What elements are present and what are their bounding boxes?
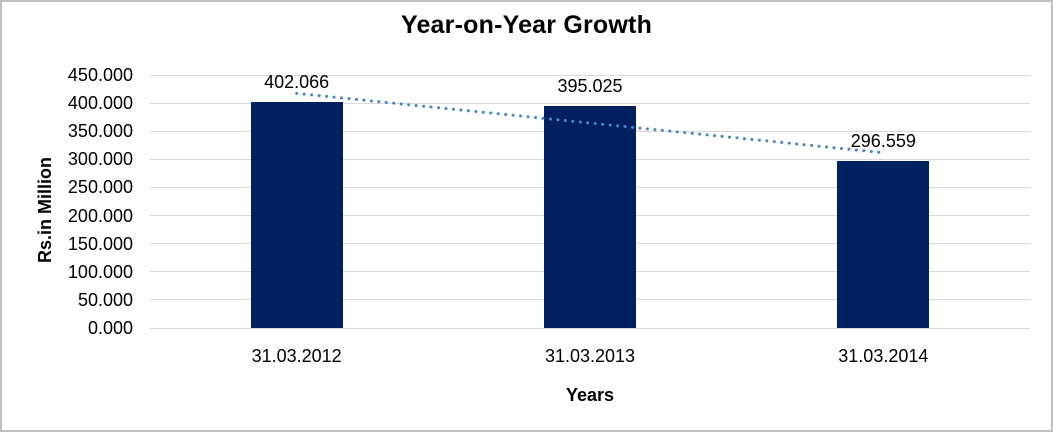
y-axis-tick-label: 150.000 (67, 233, 133, 254)
plot-area: 402.066 395.025 296.559 (150, 71, 1030, 329)
y-axis-tick-label: 450.000 (67, 65, 133, 85)
gridline (150, 327, 1030, 329)
y-axis-tick-label: 250.000 (67, 177, 133, 198)
y-axis-tick-label: 0.000 (87, 318, 133, 338)
gridline (150, 102, 1030, 104)
y-axis-tick-label: 350.000 (67, 121, 133, 142)
data-label: 296.559 (850, 131, 916, 152)
gridline (150, 74, 1030, 76)
x-axis-title: Years (565, 385, 615, 405)
bar-31.03.2013 (544, 105, 636, 328)
data-label: 395.025 (557, 75, 623, 96)
y-axis-tick-label: 50.000 (77, 289, 133, 310)
trendline (295, 91, 885, 155)
x-axis-tick-label: 31.03.2013 (544, 346, 636, 366)
bar-31.03.2014 (837, 161, 930, 328)
y-axis-tick-label: 300.000 (67, 149, 133, 170)
bar-31.03.2012 (250, 101, 343, 328)
x-axis-tick-label: 31.03.2014 (838, 346, 929, 366)
x-axis-tick-label: 31.03.2012 (251, 346, 342, 366)
data-label: 402.066 (264, 71, 330, 92)
y-axis-tick-label: 100.000 (67, 261, 133, 282)
chart-title: Year-on-Year Growth (400, 11, 653, 39)
trendline-dotted (295, 91, 885, 155)
y-axis-tick-label: 400.000 (67, 93, 133, 114)
y-axis-tick-label: 200.000 (67, 205, 133, 226)
